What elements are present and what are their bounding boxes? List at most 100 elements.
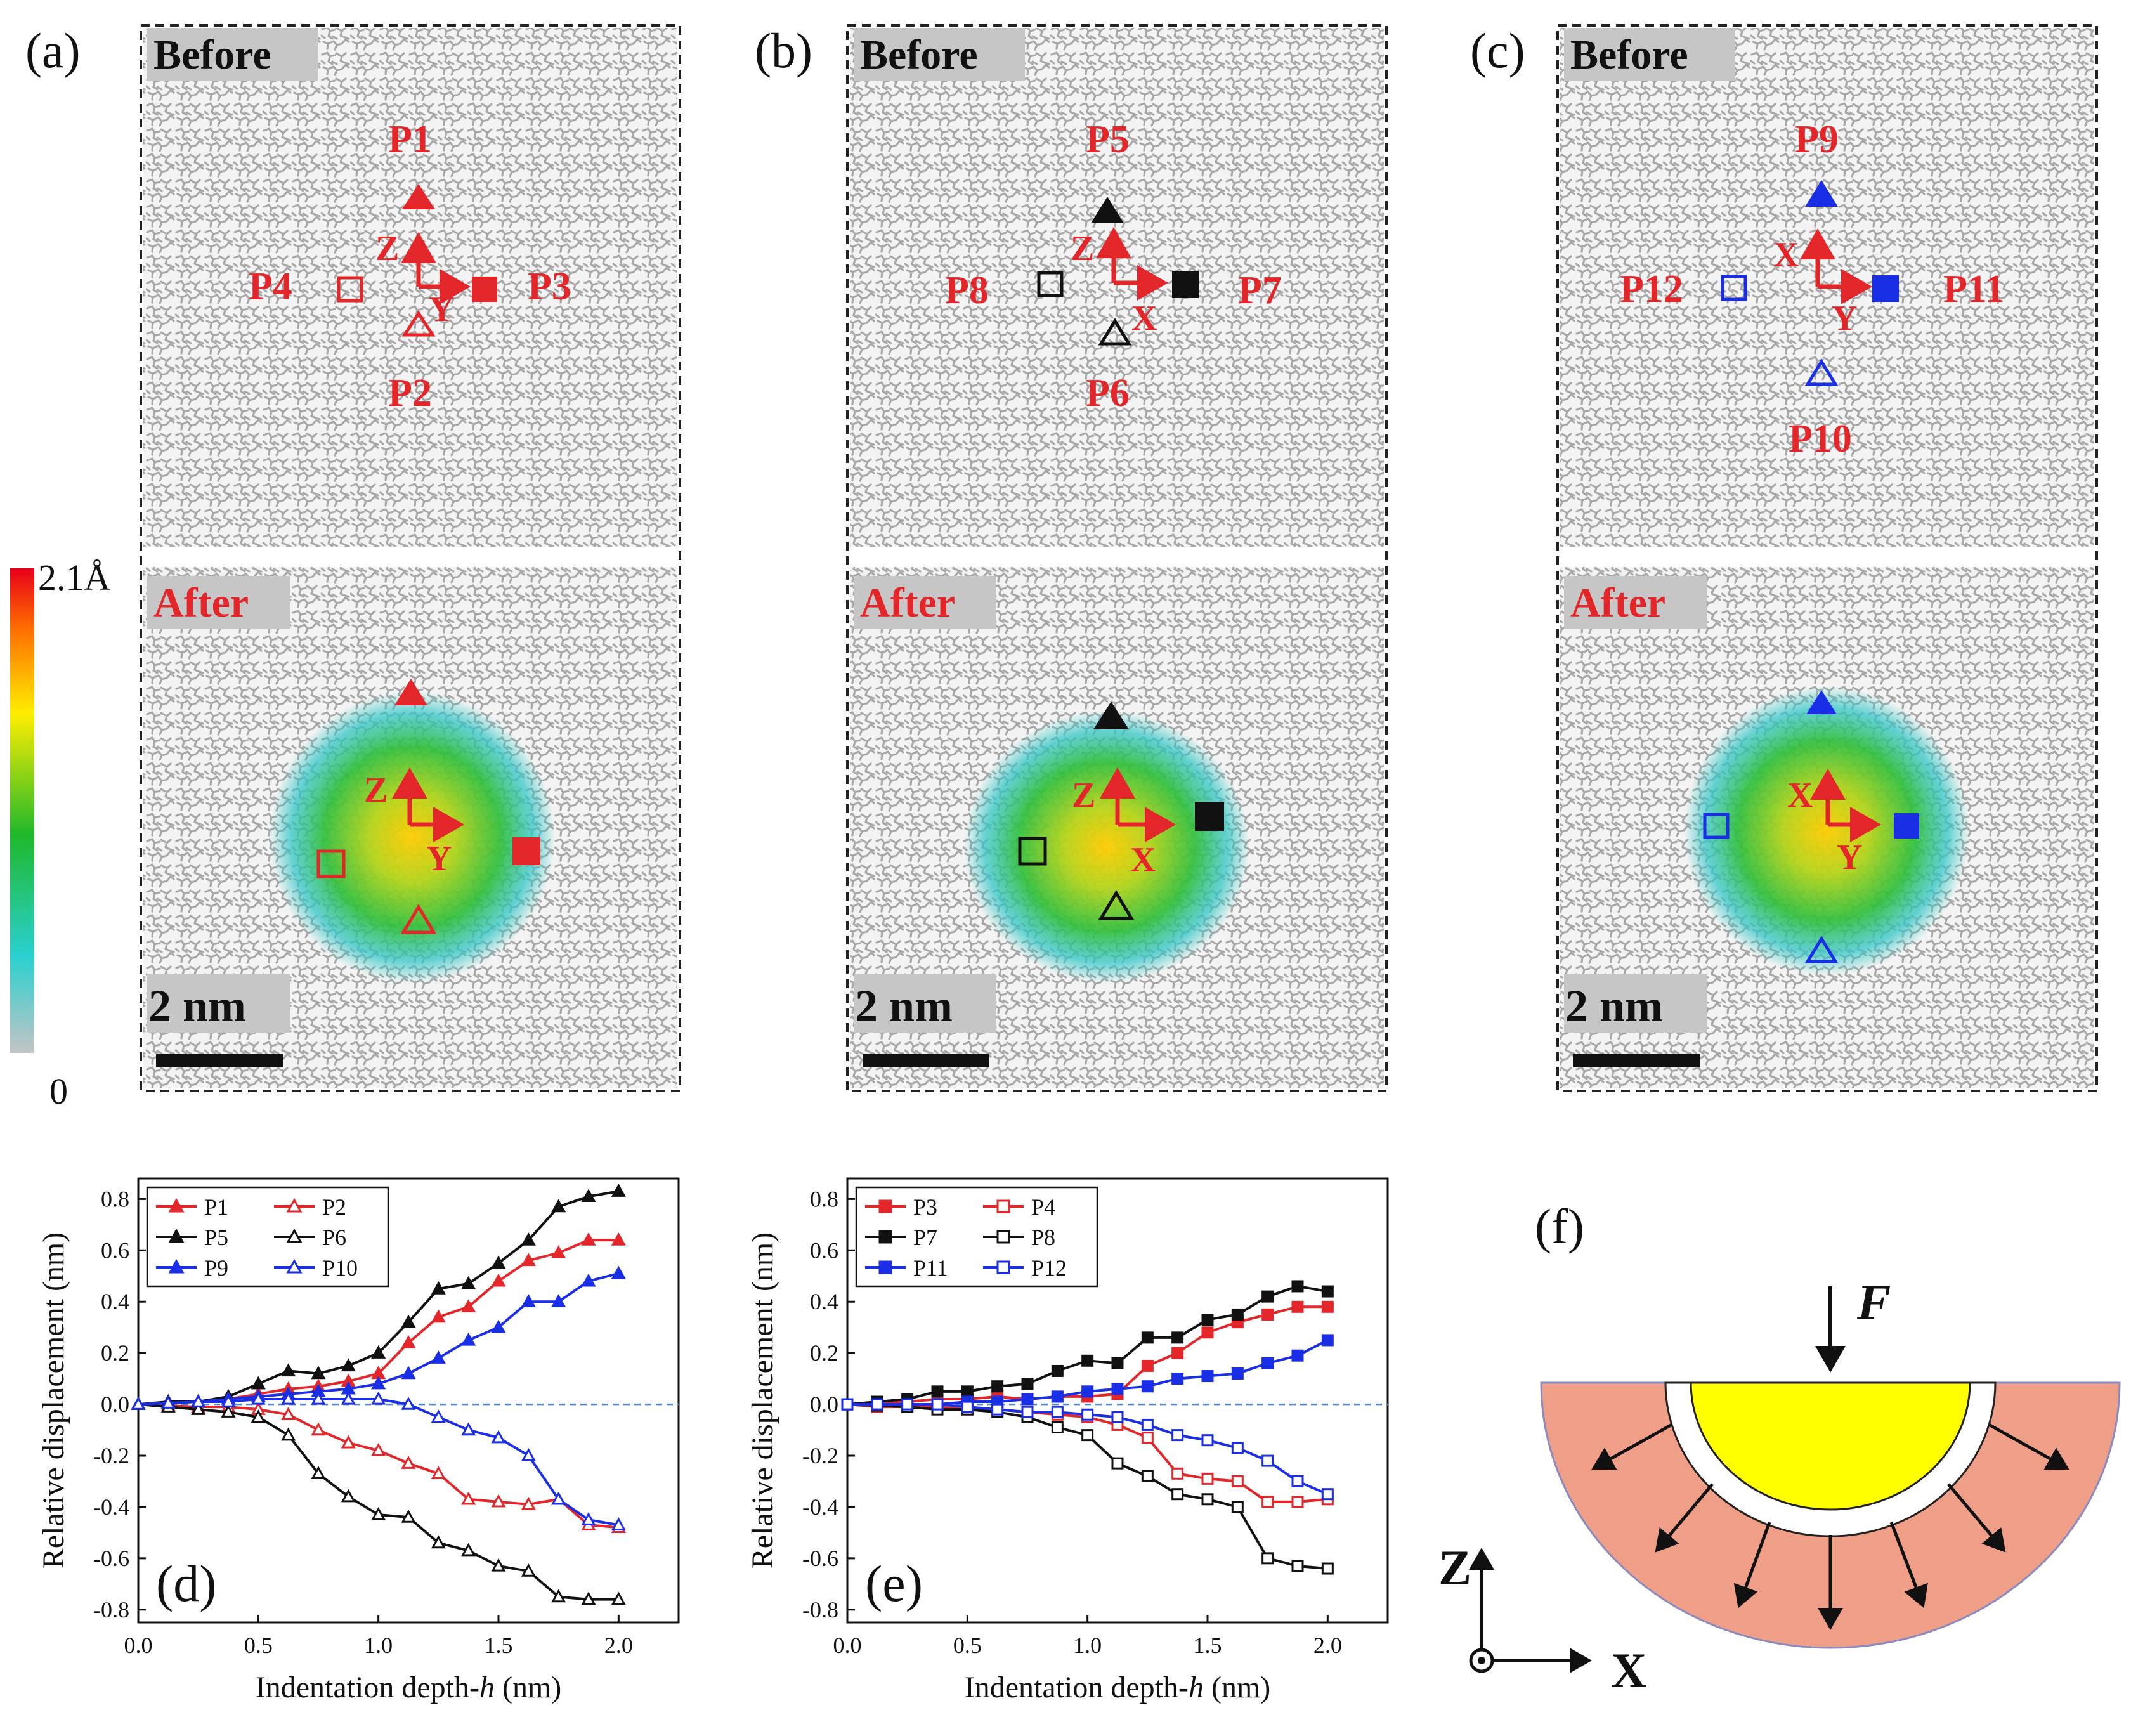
- y-tick-label: -0.2: [802, 1443, 838, 1468]
- data-point-p4: [1171, 1467, 1184, 1480]
- data-point-p6: [431, 1535, 446, 1549]
- data-point-p3: [1141, 1359, 1154, 1372]
- indenter-core: [1690, 1381, 1971, 1511]
- data-point-p7: [1081, 1354, 1094, 1367]
- data-point-p6: [311, 1466, 326, 1480]
- radial-arrow-5: [1889, 1522, 1928, 1609]
- data-point-p9: [611, 1265, 626, 1279]
- axis-label-y: Y: [429, 290, 454, 329]
- y-tick-label: 0.2: [101, 1340, 129, 1366]
- data-point-p12: [1171, 1429, 1184, 1442]
- data-point-p1: [551, 1245, 566, 1259]
- legend-label-p7: P7: [913, 1225, 937, 1250]
- chart-panel-label: (d): [156, 1555, 217, 1612]
- data-point-p1: [461, 1299, 476, 1313]
- data-point-p6: [371, 1506, 386, 1520]
- legend-box: [855, 1186, 1098, 1288]
- data-point-p12: [1051, 1406, 1064, 1418]
- data-point-p10: [371, 1391, 386, 1405]
- force-label: F: [1856, 1275, 1891, 1331]
- data-point-p8: [1051, 1421, 1064, 1433]
- axis-label-x-c-after: X: [1787, 776, 1813, 815]
- panel-c-before-badge: [1564, 28, 1735, 81]
- panel-b-before-text: Before: [860, 32, 978, 78]
- panel-a-frame: [140, 24, 681, 1092]
- axis-label-x-c: X: [1773, 235, 1799, 275]
- data-point-p11: [1321, 1334, 1334, 1347]
- panel-a-before-badge: [147, 28, 318, 81]
- data-point-p7: [1201, 1314, 1214, 1326]
- x-tick-label: 1.0: [364, 1633, 393, 1658]
- data-point-p11: [1111, 1383, 1124, 1395]
- data-point-p8: [1141, 1470, 1154, 1482]
- panel-a-displacement-cloud: [270, 691, 555, 983]
- point-label-p11: P11: [1943, 268, 2004, 311]
- data-point-p7: [1261, 1290, 1274, 1303]
- data-point-p2: [341, 1435, 356, 1449]
- panel-c: (c) Before After P9 P10 P11 P12 X Y X Y …: [1470, 23, 2098, 1092]
- panel-a-after-text: After: [153, 580, 249, 626]
- axis-label-y-c-after: Y: [1837, 838, 1862, 877]
- data-point-p12: [1261, 1454, 1274, 1467]
- legend-label-p6: P6: [322, 1225, 346, 1250]
- legend-marker-p12: [996, 1260, 1010, 1274]
- data-point-p1: [581, 1232, 596, 1246]
- axis-label-z: Z: [375, 229, 399, 268]
- axis-label-z-after: Z: [364, 771, 388, 810]
- marker-p1-after: [394, 679, 427, 705]
- data-point-p9: [491, 1319, 506, 1333]
- y-tick-label: -0.8: [802, 1597, 838, 1622]
- data-point-p12: [1321, 1488, 1334, 1501]
- data-point-p7: [1111, 1357, 1124, 1369]
- axis-origin-dot: [1478, 1657, 1485, 1664]
- panel-b-after-text: After: [860, 580, 955, 626]
- data-point-p9: [401, 1366, 416, 1380]
- data-point-p6: [221, 1404, 236, 1418]
- y-tick-label: 0.8: [810, 1186, 838, 1211]
- panel-a: (a) Before After P1 P2 P3 P4 Z Y Z Y 2 n…: [25, 23, 681, 1092]
- data-point-p12: [871, 1398, 883, 1411]
- data-point-p5: [341, 1358, 356, 1372]
- point-label-p2: P2: [388, 372, 432, 415]
- legend-marker-p3: [878, 1199, 892, 1213]
- data-point-p7: [1021, 1378, 1034, 1390]
- legend-marker-p9: [168, 1258, 185, 1274]
- legend-marker-p5: [168, 1228, 185, 1243]
- point-label-p10: P10: [1789, 417, 1852, 460]
- marker-p7: [1172, 271, 1199, 298]
- point-label-p3: P3: [528, 265, 571, 308]
- data-point-p8: [1261, 1552, 1274, 1565]
- marker-p7-after: [1195, 802, 1224, 831]
- marker-p10: [1804, 358, 1839, 386]
- data-point-p4: [1231, 1475, 1244, 1487]
- legend-label-p10: P10: [322, 1255, 358, 1281]
- panel-a-before-snapshot: [143, 28, 677, 547]
- y-tick-label: -0.4: [802, 1494, 838, 1520]
- data-point-p2: [401, 1456, 416, 1469]
- y-tick-label: -0.8: [93, 1597, 129, 1622]
- data-point-p1: [611, 1232, 626, 1246]
- data-point-p10: [221, 1393, 236, 1407]
- legend-label-p5: P5: [204, 1225, 228, 1250]
- radial-arrow-6: [1947, 1483, 2006, 1553]
- y-tick-label: 0.6: [810, 1237, 838, 1263]
- panel-a-after-badge: [147, 576, 290, 629]
- data-point-p2: [281, 1407, 296, 1420]
- data-point-p5: [401, 1314, 416, 1328]
- panel-b-displacement-cloud: [964, 710, 1249, 983]
- panel-b-after-badge: [854, 576, 996, 629]
- data-point-p12: [1111, 1411, 1124, 1423]
- data-point-p11: [1291, 1349, 1304, 1362]
- data-point-p10: [461, 1422, 476, 1436]
- y-tick-label: 0.8: [101, 1186, 129, 1211]
- panel-b-frame: [846, 24, 1388, 1092]
- panel-a-label: (a): [25, 23, 81, 78]
- data-point-p7: [1051, 1364, 1064, 1377]
- x-tick-label: 2.0: [604, 1633, 633, 1658]
- data-point-p12: [1021, 1406, 1034, 1418]
- data-point-p12: [1141, 1418, 1154, 1431]
- y-tick-label: 0.2: [810, 1340, 838, 1366]
- data-point-p1: [431, 1309, 446, 1323]
- data-point-p5: [491, 1255, 506, 1269]
- marker-p4-after: [316, 849, 346, 878]
